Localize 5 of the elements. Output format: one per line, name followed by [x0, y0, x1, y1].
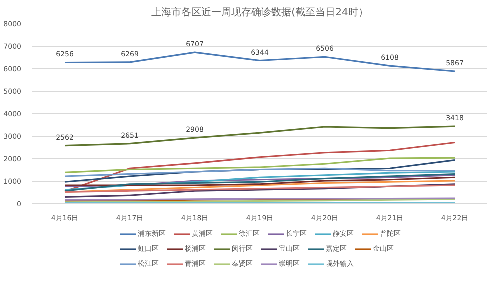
- chart-title: 上海市各区近一周现存确诊数据(截至当日24时）: [152, 6, 368, 18]
- line-series: [64, 184, 456, 198]
- line-series: [64, 168, 456, 178]
- line-series: [64, 184, 456, 194]
- line-series: [64, 157, 456, 174]
